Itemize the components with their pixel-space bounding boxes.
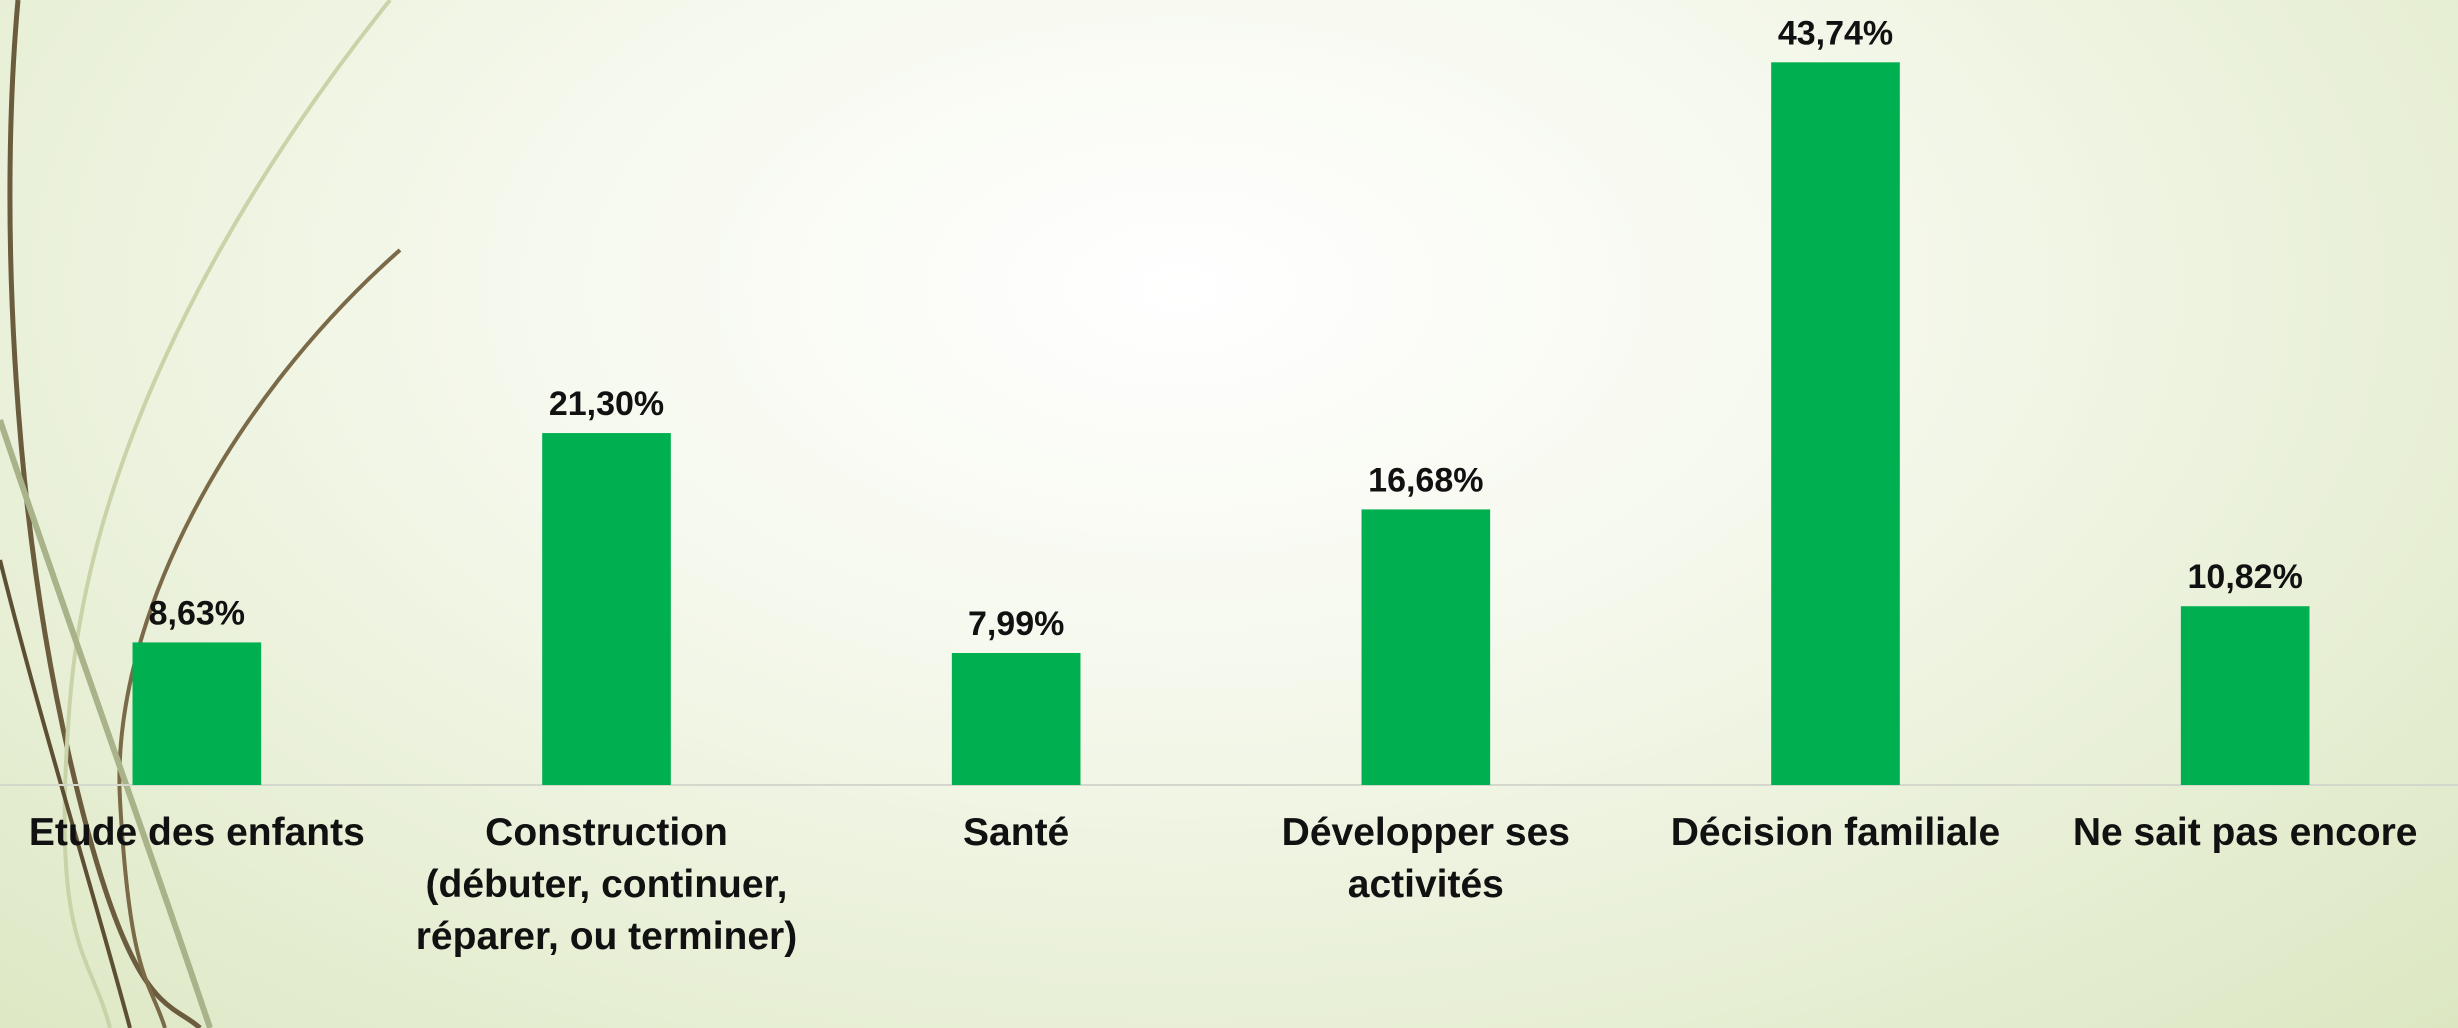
value-label: 43,74% (1778, 14, 1893, 52)
page: 8,63%21,30%7,99%16,68%43,74%10,82% (() =… (0, 0, 2458, 1028)
decoration (0, 0, 400, 1028)
bar (133, 642, 262, 785)
value-label: 8,63% (149, 594, 245, 632)
value-label: 21,30% (549, 385, 664, 423)
curve (0, 560, 130, 1028)
bar (1362, 509, 1491, 785)
value-label: 7,99% (968, 605, 1064, 643)
bar (2181, 606, 2310, 785)
x-tick-label: Santé (811, 807, 1221, 859)
value-label: 16,68% (1368, 461, 1483, 499)
x-tick-label: Etude des enfants (0, 807, 402, 859)
x-tick-label: Décision familiale (1631, 807, 2041, 859)
curve (65, 0, 390, 1028)
value-label: 10,82% (2188, 558, 2303, 596)
bar (952, 653, 1081, 785)
bar (542, 433, 671, 785)
x-tick-label: Ne sait pas encore (2040, 807, 2450, 859)
x-tick-label: Développer ses activités (1221, 807, 1631, 911)
bar (1771, 62, 1900, 785)
x-tick-label: Construction (débuter, continuer, répare… (402, 807, 812, 963)
